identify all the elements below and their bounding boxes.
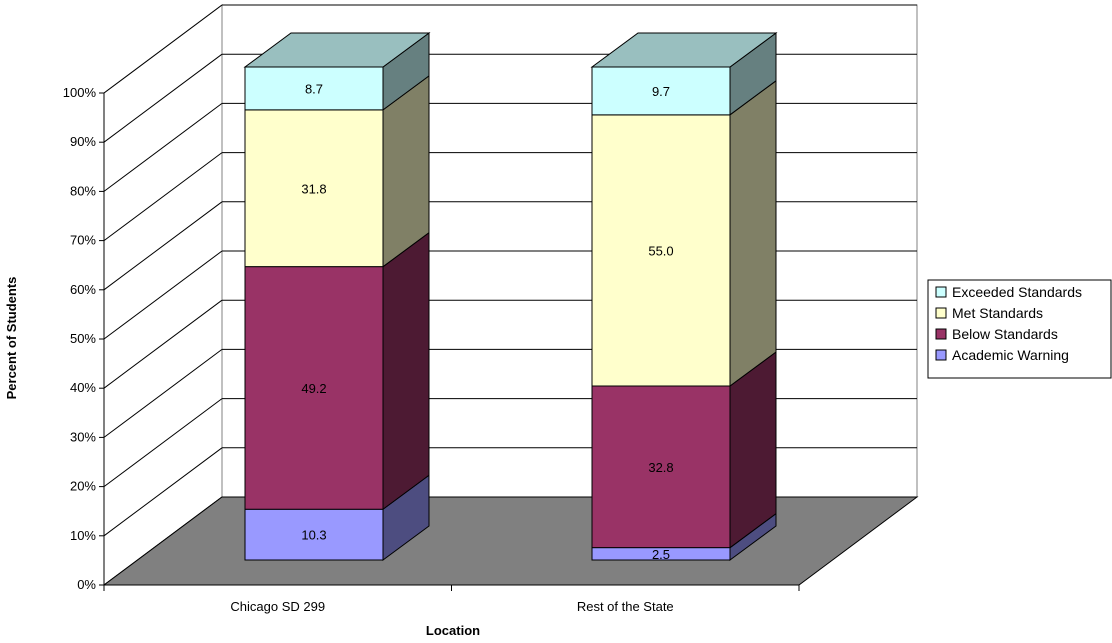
legend-label: Exceeded Standards [952, 284, 1082, 300]
data-label: 8.7 [305, 81, 323, 96]
gridline-side [103, 4, 223, 94]
gridline-side [103, 53, 223, 143]
data-label: 9.7 [652, 84, 670, 99]
data-label: 32.8 [648, 460, 673, 475]
legend-swatch [935, 328, 947, 340]
y-tick-label: 0% [77, 577, 96, 592]
legend-label: Below Standards [952, 326, 1058, 342]
legend-swatch [935, 349, 947, 361]
legend-label: Met Standards [952, 305, 1043, 321]
y-tick-label: 90% [70, 134, 96, 149]
data-labels: 10.3 49.2 31.8 8.7 2.5 32.8 55.0 9.7 [301, 81, 673, 561]
y-tick-label: 10% [70, 528, 96, 543]
y-tick-label: 80% [70, 183, 96, 198]
data-label: 10.3 [301, 528, 326, 543]
y-tick-label: 40% [70, 380, 96, 395]
y-tick-label: 100% [63, 85, 97, 100]
gridline-side [103, 102, 223, 192]
floor-plane [102, 496, 919, 586]
chart-floor [102, 496, 919, 586]
y-axis-title: Percent of Students [4, 277, 19, 400]
bar-segment-side [729, 79, 777, 387]
legend-swatch [935, 286, 947, 298]
bars [243, 32, 778, 561]
legend-label: Academic Warning [952, 347, 1069, 363]
x-axis-title: Location [426, 623, 480, 638]
gridline-side [103, 398, 223, 488]
y-tick-label: 60% [70, 282, 96, 297]
gridline-side [103, 250, 223, 340]
bar-top [243, 32, 431, 68]
data-label: 2.5 [652, 547, 670, 562]
legend-box [927, 279, 1112, 379]
legend: Exceeded Standards Met Standards Below Sta… [927, 279, 1112, 379]
y-tick-label: 70% [70, 233, 96, 248]
gridline-side [103, 152, 223, 242]
bar-top [590, 32, 778, 68]
y-tick-label: 30% [70, 429, 96, 444]
x-tick-label: Rest of the State [577, 599, 674, 614]
data-label: 31.8 [301, 181, 326, 196]
gridline-side [103, 201, 223, 291]
y-tick-label: 50% [70, 331, 96, 346]
axes: 0% 10% 20% 30% 40% 50% 60% 70% 80% 90% 100% Chicago… [63, 85, 800, 614]
y-tick-label: 20% [70, 479, 96, 494]
x-tick-label: Chicago SD 299 [230, 599, 325, 614]
gridline-side [103, 348, 223, 438]
legend-swatch [935, 307, 947, 319]
gridline-side [103, 447, 223, 537]
data-label: 55.0 [648, 243, 673, 258]
bar-segment-side [382, 231, 430, 511]
gridline-side [103, 299, 223, 389]
data-label: 49.2 [301, 381, 326, 396]
